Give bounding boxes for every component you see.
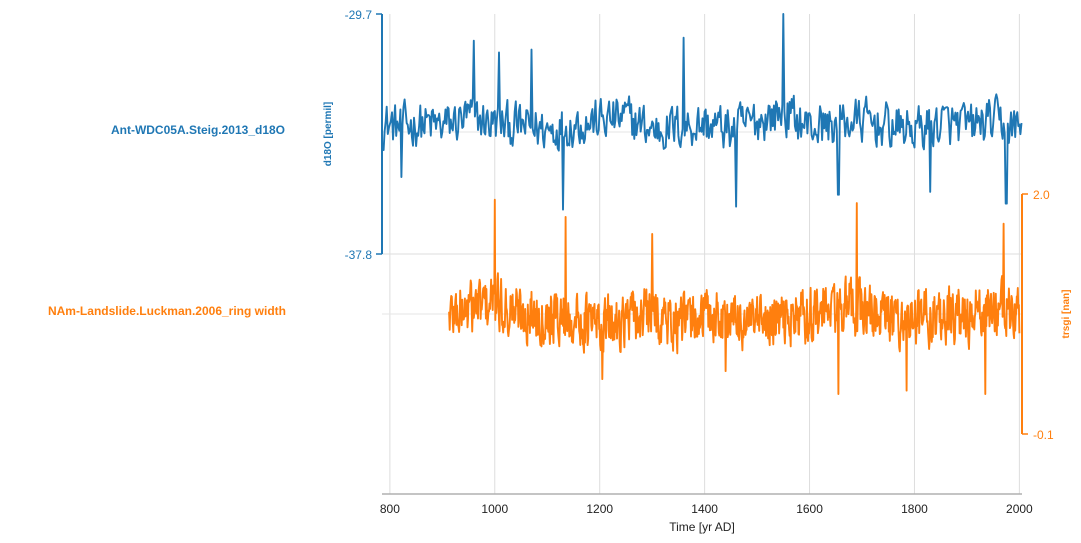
axes: [376, 13, 1028, 495]
x-tick-label: 1800: [901, 502, 928, 516]
y-axis-title-trsgi: trsgi [nan]: [1061, 290, 1072, 339]
x-tick-label: 1400: [691, 502, 718, 516]
x-axis-title: Time [yr AD]: [669, 520, 735, 534]
x-tick-label: 800: [380, 502, 400, 516]
y-tick-label-d18o-bottom: -37.8: [345, 248, 373, 262]
y-axis-title-d18o: d18O [permil]: [323, 102, 334, 166]
series-line-ring-width: [448, 198, 1021, 395]
y-tick-label-trsgi-bottom: -0.1: [1033, 428, 1054, 442]
x-tick-label: 2000: [1006, 502, 1033, 516]
series-line-d18o: [381, 13, 1023, 211]
x-tick-label: 1600: [796, 502, 823, 516]
x-tick-labels: 800 1000 1200 1400 1600 1800 2000: [380, 502, 1033, 516]
grid-lines: [382, 14, 1022, 494]
series-label-ring-width: NAm-Landslide.Luckman.2006_ring width: [48, 304, 286, 318]
y-tick-label-trsgi-top: 2.0: [1033, 188, 1050, 202]
series-lines: [381, 13, 1023, 395]
y-tick-label-d18o-top: -29.7: [345, 8, 373, 22]
series-label-d18o: Ant-WDC05A.Steig.2013_d18O: [111, 123, 285, 137]
x-tick-label: 1200: [586, 502, 613, 516]
x-tick-label: 1000: [481, 502, 508, 516]
